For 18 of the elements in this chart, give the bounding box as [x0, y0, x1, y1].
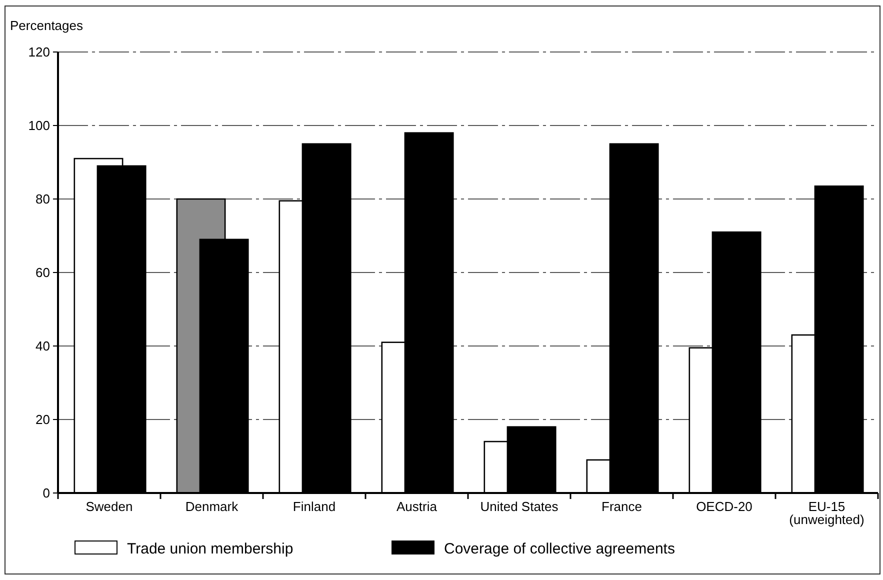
y-tick-label: 80 — [36, 192, 50, 207]
x-tick-label: Finland — [292, 499, 336, 514]
legend-label: Coverage of collective agreements — [444, 540, 675, 558]
x-tick-label: United States — [480, 499, 559, 514]
x-tick-label: Austria — [396, 499, 438, 514]
y-tick-label: 120 — [28, 44, 50, 60]
x-tick-label: EU-15 (unweighted) — [789, 499, 864, 527]
y-tick-label: 100 — [28, 118, 50, 134]
legend-label: Trade union membership — [127, 540, 294, 558]
x-tick-label: Sweden — [86, 499, 133, 514]
y-tick-label: 40 — [36, 338, 50, 354]
y-axis-title: Percentages — [10, 18, 84, 33]
x-tick-label: OECD-20 — [696, 499, 752, 514]
y-tick-label: 60 — [36, 265, 50, 280]
x-tick-label: Denmark — [185, 499, 239, 514]
y-tick-label: 0 — [42, 486, 50, 501]
y-tick-label: 20 — [36, 412, 50, 428]
x-tick-label: France — [602, 499, 642, 514]
